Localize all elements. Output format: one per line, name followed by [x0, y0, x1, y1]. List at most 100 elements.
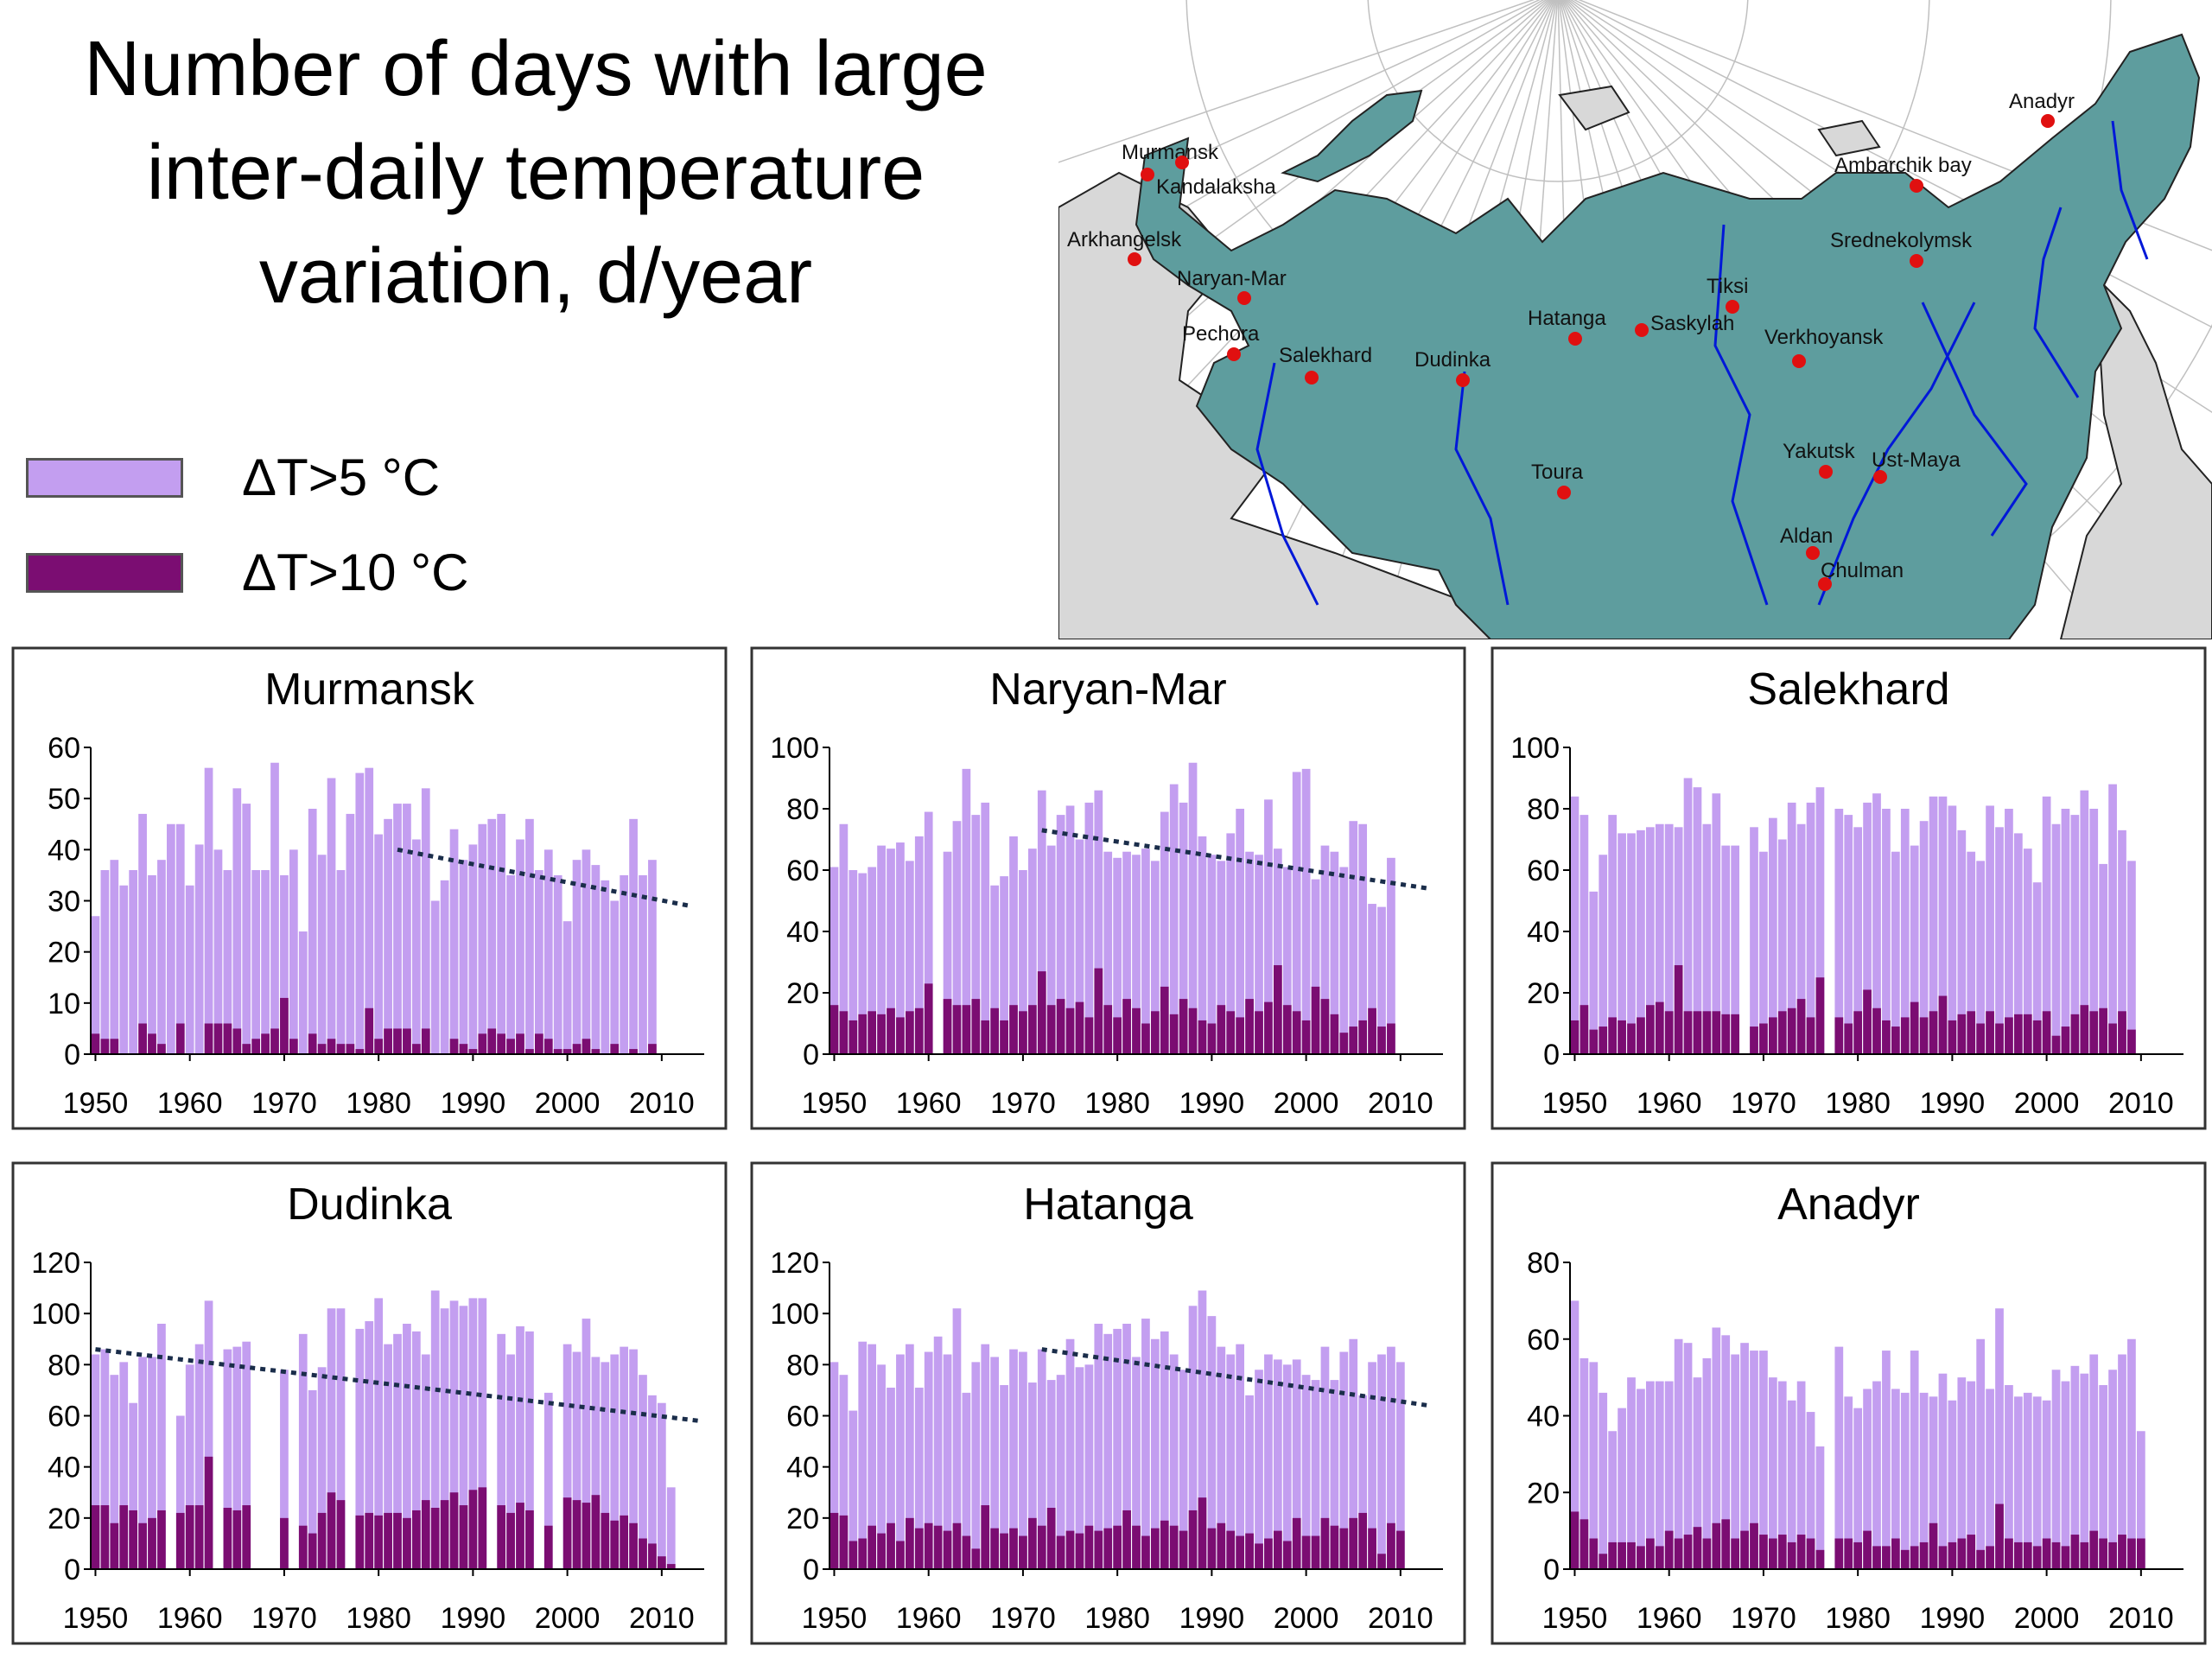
station-label: Anadyr — [2009, 90, 2075, 113]
bar-dt10 — [1986, 1546, 1994, 1569]
y-tick-label: 30 — [48, 886, 80, 918]
bar-dt5 — [317, 1367, 327, 1569]
station-label: Yakutsk — [1783, 440, 1856, 463]
bar-dt10 — [2127, 1029, 2136, 1054]
bar-dt10 — [175, 1512, 185, 1569]
bar-dt10 — [1132, 1007, 1141, 1054]
bar-dt10 — [1693, 1011, 1702, 1054]
y-tick-label: 20 — [48, 937, 80, 969]
bar-dt5 — [1273, 849, 1282, 1054]
chart-panel: Anadyr 0 20 40 60 80 1950 1960 1970 1980 1990 2000 2… — [1491, 1161, 2207, 1645]
bar-dt10 — [2070, 1535, 2080, 1569]
station-marker — [1237, 291, 1251, 305]
bar-dt5 — [148, 874, 156, 1054]
chart-panel: Murmansk 0 10 20 30 40 50 60 1950 1960 1970 1980 199… — [11, 646, 728, 1130]
bar-dt5 — [1929, 1396, 1938, 1569]
station-marker — [1175, 156, 1189, 169]
bar-dt5 — [1169, 784, 1179, 1054]
bar-dt10 — [506, 1512, 515, 1569]
bar-dt10 — [1009, 1528, 1018, 1569]
x-tick-label: 1950 — [802, 1087, 868, 1120]
bar-dt5 — [1226, 833, 1236, 1054]
bar-dt5 — [355, 772, 365, 1054]
title-line-1: Number of days with large — [84, 26, 988, 112]
bar-dt5 — [1160, 1331, 1169, 1569]
bar-dt10 — [962, 1535, 971, 1569]
bar-dt5 — [830, 867, 839, 1054]
bar-dt10 — [1320, 999, 1330, 1054]
bar-dt5 — [1132, 1357, 1141, 1569]
bar-dt5 — [2099, 1385, 2108, 1569]
bar-dt5 — [497, 1333, 506, 1569]
bar-dt10 — [981, 1505, 990, 1569]
bar-dt10 — [887, 1522, 895, 1569]
bar-dt10 — [1976, 1023, 1986, 1054]
bar-dt5 — [91, 916, 100, 1054]
bar-dt10 — [1995, 1023, 2004, 1054]
bar-dt10 — [1664, 1530, 1674, 1569]
bar-dt5 — [2061, 809, 2070, 1054]
bar-dt10 — [1094, 968, 1103, 1054]
station-marker — [1726, 300, 1739, 314]
bar-dt5 — [232, 1346, 242, 1569]
bar-dt5 — [1768, 817, 1777, 1054]
bar-dt5 — [355, 1328, 365, 1569]
bar-dt10 — [1891, 1027, 1900, 1054]
bar-dt10 — [2013, 1541, 2023, 1569]
map-station: Verkhoyansk — [1764, 326, 1884, 368]
x-tick-label: 1990 — [1179, 1087, 1245, 1120]
bar-dt10 — [1929, 1011, 1938, 1054]
y-tick-label: 80 — [786, 793, 819, 826]
bar-dt10 — [2070, 1014, 2080, 1054]
bar-dt5 — [1986, 805, 1994, 1054]
bar-dt5 — [1815, 1446, 1825, 1569]
bar-dt5 — [1712, 1327, 1721, 1569]
y-tick-label: 80 — [1527, 793, 1560, 826]
map-meridian — [1151, 0, 1554, 639]
bar-dt5 — [2051, 1370, 2061, 1569]
y-tick-label: 0 — [1543, 1039, 1560, 1071]
station-marker — [1141, 168, 1154, 181]
map-meridian — [1058, 0, 1551, 524]
bar-dt5 — [914, 1387, 924, 1569]
bar-dt10 — [1141, 1023, 1150, 1054]
bar-dt10 — [572, 1500, 582, 1569]
y-tick-label: 20 — [48, 1503, 80, 1535]
bar-dt5 — [1103, 851, 1113, 1054]
bar-dt5 — [185, 1364, 194, 1569]
bar-dt5 — [849, 870, 858, 1054]
y-tick-label: 40 — [48, 834, 80, 867]
bar-dt10 — [962, 1005, 971, 1054]
bar-dt5 — [506, 1354, 515, 1569]
bar-dt5 — [1882, 809, 1891, 1054]
bar-dt5 — [952, 821, 962, 1054]
bar-dt10 — [1910, 1546, 1919, 1569]
bar-dt10 — [223, 1023, 232, 1054]
station-label: Aldan — [1780, 524, 1833, 548]
bar-dt5 — [2089, 1354, 2099, 1569]
bar-dt10 — [317, 1512, 327, 1569]
bar-dt5 — [1580, 1357, 1589, 1569]
bar-dt5 — [1976, 1338, 1986, 1569]
trend-line — [1041, 828, 1429, 891]
bar-dt10 — [1075, 1001, 1084, 1054]
bar-dt10 — [1009, 1005, 1018, 1054]
bar-dt10 — [2023, 1014, 2032, 1054]
x-tick-label: 1970 — [1731, 1087, 1796, 1120]
x-tick-label: 1980 — [1825, 1602, 1891, 1635]
bar-dt10 — [543, 1039, 553, 1054]
y-tick-label: 60 — [1527, 1324, 1560, 1357]
bar-dt5 — [110, 1375, 119, 1569]
bar-dt10 — [1637, 1546, 1645, 1569]
bar-dt10 — [1188, 1510, 1198, 1569]
bar-dt10 — [1627, 1541, 1636, 1569]
bar-dt10 — [119, 1505, 129, 1569]
legend-label-dark: ΔT>10 °C — [242, 543, 469, 601]
title-line-3: variation, d/year — [258, 233, 813, 320]
bar-dt10 — [2089, 1011, 2099, 1054]
bar-dt5 — [204, 1300, 213, 1569]
bar-dt10 — [1834, 1538, 1844, 1569]
bar-dt5 — [933, 1336, 943, 1569]
bar-dt5 — [1844, 815, 1853, 1054]
bar-dt10 — [1608, 1017, 1618, 1054]
